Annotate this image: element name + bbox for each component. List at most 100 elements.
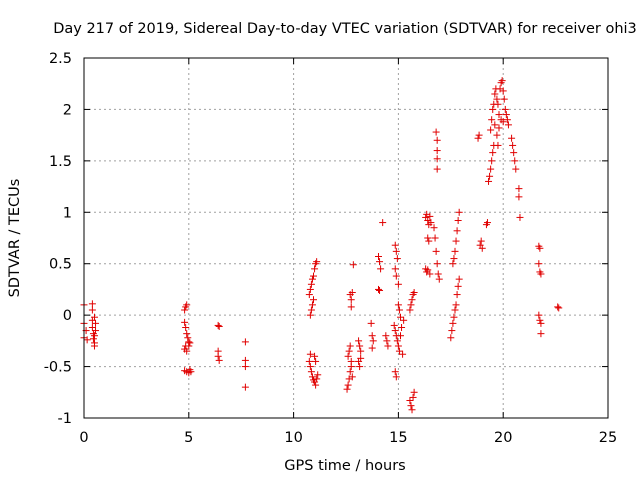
data-point xyxy=(494,100,502,108)
y-tick-label: 0.5 xyxy=(49,257,72,273)
x-tick-label: 25 xyxy=(599,430,617,446)
data-point xyxy=(406,306,414,314)
data-point xyxy=(396,332,404,340)
data-point xyxy=(478,244,486,252)
data-point xyxy=(89,335,97,343)
data-point xyxy=(368,332,376,340)
y-tick-label: 2.5 xyxy=(49,51,72,67)
data-point xyxy=(409,393,417,401)
data-point xyxy=(368,344,376,352)
data-point xyxy=(475,131,483,139)
data-point xyxy=(379,219,387,227)
data-point xyxy=(426,270,434,278)
data-point xyxy=(399,350,407,358)
data-point xyxy=(535,260,543,268)
x-tick-label: 10 xyxy=(284,430,302,446)
data-point xyxy=(537,319,545,327)
data-point xyxy=(185,342,193,350)
data-point xyxy=(474,134,482,142)
data-point xyxy=(509,141,517,149)
data-point xyxy=(312,381,320,389)
data-point xyxy=(376,258,384,266)
data-point xyxy=(393,337,401,345)
data-point xyxy=(499,87,507,95)
data-point xyxy=(432,128,440,136)
data-point xyxy=(408,296,416,304)
data-point xyxy=(391,241,399,249)
data-point xyxy=(306,285,314,293)
data-point xyxy=(344,352,352,360)
y-tick-label: -0.5 xyxy=(44,360,72,376)
data-point xyxy=(454,282,462,290)
data-point xyxy=(186,339,194,347)
data-point xyxy=(307,280,315,288)
data-point xyxy=(314,371,322,379)
data-point xyxy=(510,149,518,157)
data-point xyxy=(390,321,398,329)
data-point xyxy=(215,356,223,364)
data-point xyxy=(491,90,499,98)
data-point xyxy=(433,155,441,163)
data-point xyxy=(313,375,321,383)
data-point xyxy=(495,111,503,119)
data-point xyxy=(311,265,319,273)
data-point xyxy=(511,157,519,165)
data-point xyxy=(554,303,562,311)
data-point xyxy=(344,381,352,389)
data-point xyxy=(427,219,435,227)
data-point xyxy=(374,253,382,261)
data-point xyxy=(347,357,355,365)
data-point xyxy=(452,237,460,245)
data-point xyxy=(241,356,249,364)
data-point xyxy=(356,342,364,350)
data-point xyxy=(516,213,524,221)
data-points xyxy=(80,77,563,414)
data-point xyxy=(451,247,459,255)
data-point xyxy=(92,327,100,335)
data-point xyxy=(495,124,503,132)
data-point xyxy=(454,217,462,225)
data-point xyxy=(383,337,391,345)
data-point xyxy=(308,275,316,283)
data-point xyxy=(348,289,356,297)
data-point xyxy=(88,300,96,308)
data-point xyxy=(345,347,353,355)
y-tick-label: 1.5 xyxy=(49,154,72,170)
data-point xyxy=(537,270,545,278)
data-point xyxy=(433,147,441,155)
data-point xyxy=(448,327,456,335)
data-point xyxy=(215,322,223,330)
data-point xyxy=(477,237,485,245)
data-point xyxy=(486,172,494,180)
data-point xyxy=(306,363,314,371)
data-point xyxy=(187,368,195,376)
data-point xyxy=(408,406,416,414)
data-point xyxy=(487,126,495,134)
data-point xyxy=(407,402,415,410)
data-point xyxy=(181,306,189,314)
data-point xyxy=(346,342,354,350)
data-point xyxy=(489,149,497,157)
data-point xyxy=(485,177,493,185)
x-tick-label: 15 xyxy=(389,430,407,446)
data-point xyxy=(355,357,363,365)
data-point xyxy=(394,280,402,288)
data-point xyxy=(392,272,400,280)
data-point xyxy=(504,121,512,129)
plot-frame xyxy=(83,57,609,419)
data-point xyxy=(424,234,432,242)
data-point xyxy=(489,105,497,113)
data-point xyxy=(308,301,316,309)
y-tick-label: 1 xyxy=(63,205,72,221)
data-point xyxy=(90,313,98,321)
data-point xyxy=(391,368,399,376)
data-point xyxy=(536,244,544,252)
data-point xyxy=(357,347,365,355)
data-point xyxy=(453,227,461,235)
data-point xyxy=(430,224,438,232)
data-point xyxy=(184,334,192,342)
data-point xyxy=(394,301,402,309)
data-point xyxy=(503,116,511,124)
y-tick-label: 2 xyxy=(63,102,72,118)
